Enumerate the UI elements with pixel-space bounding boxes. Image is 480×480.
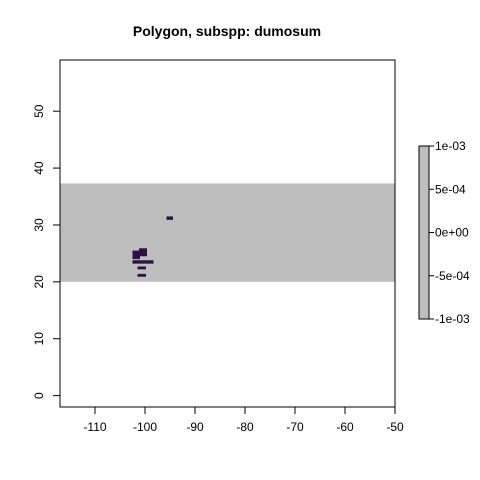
raster-cell-1 — [166, 216, 173, 220]
y-tick-label: 10 — [32, 332, 46, 346]
x-tick-label: -80 — [236, 420, 254, 434]
x-tick-label: -110 — [83, 420, 106, 434]
y-tick-label: 20 — [32, 275, 46, 289]
y-tick-label: 50 — [32, 104, 46, 118]
x-tick-label: -100 — [133, 420, 157, 434]
x-tick-label: -50 — [386, 420, 404, 434]
range-band-layer — [60, 183, 395, 282]
raster-cell-5 — [137, 266, 146, 270]
range-band — [60, 183, 395, 282]
y-axis: 0 10 20 30 40 50 — [32, 104, 61, 399]
raster-cells-layer — [132, 216, 173, 277]
y-tick-label: 0 — [32, 392, 46, 399]
color-legend: 1e-03 5e-04 0e+00 -5e-04 -1e-03 — [418, 139, 470, 326]
raster-cell-6 — [137, 273, 146, 277]
raster-cell-2 — [132, 250, 140, 260]
y-tick-label: 30 — [32, 218, 46, 232]
y-tick-label: 40 — [32, 161, 46, 175]
x-axis: -110 -100 -90 -80 -70 -60 -50 — [83, 406, 404, 434]
legend-tick-label: -5e-04 — [435, 269, 470, 283]
x-tick-label: -90 — [186, 420, 204, 434]
legend-tick-label: 0e+00 — [435, 226, 469, 240]
legend-tick-label: 1e-03 — [435, 139, 466, 153]
chart-title: Polygon, subspp: dumosum — [133, 23, 321, 39]
legend-tick-label: 5e-04 — [435, 182, 466, 196]
raster-cell-4 — [132, 260, 154, 264]
raster-cell-3 — [139, 248, 147, 257]
x-tick-label: -60 — [336, 420, 354, 434]
x-tick-label: -70 — [286, 420, 304, 434]
legend-color-bar — [418, 145, 430, 320]
legend-tick-label: -1e-03 — [435, 312, 470, 326]
